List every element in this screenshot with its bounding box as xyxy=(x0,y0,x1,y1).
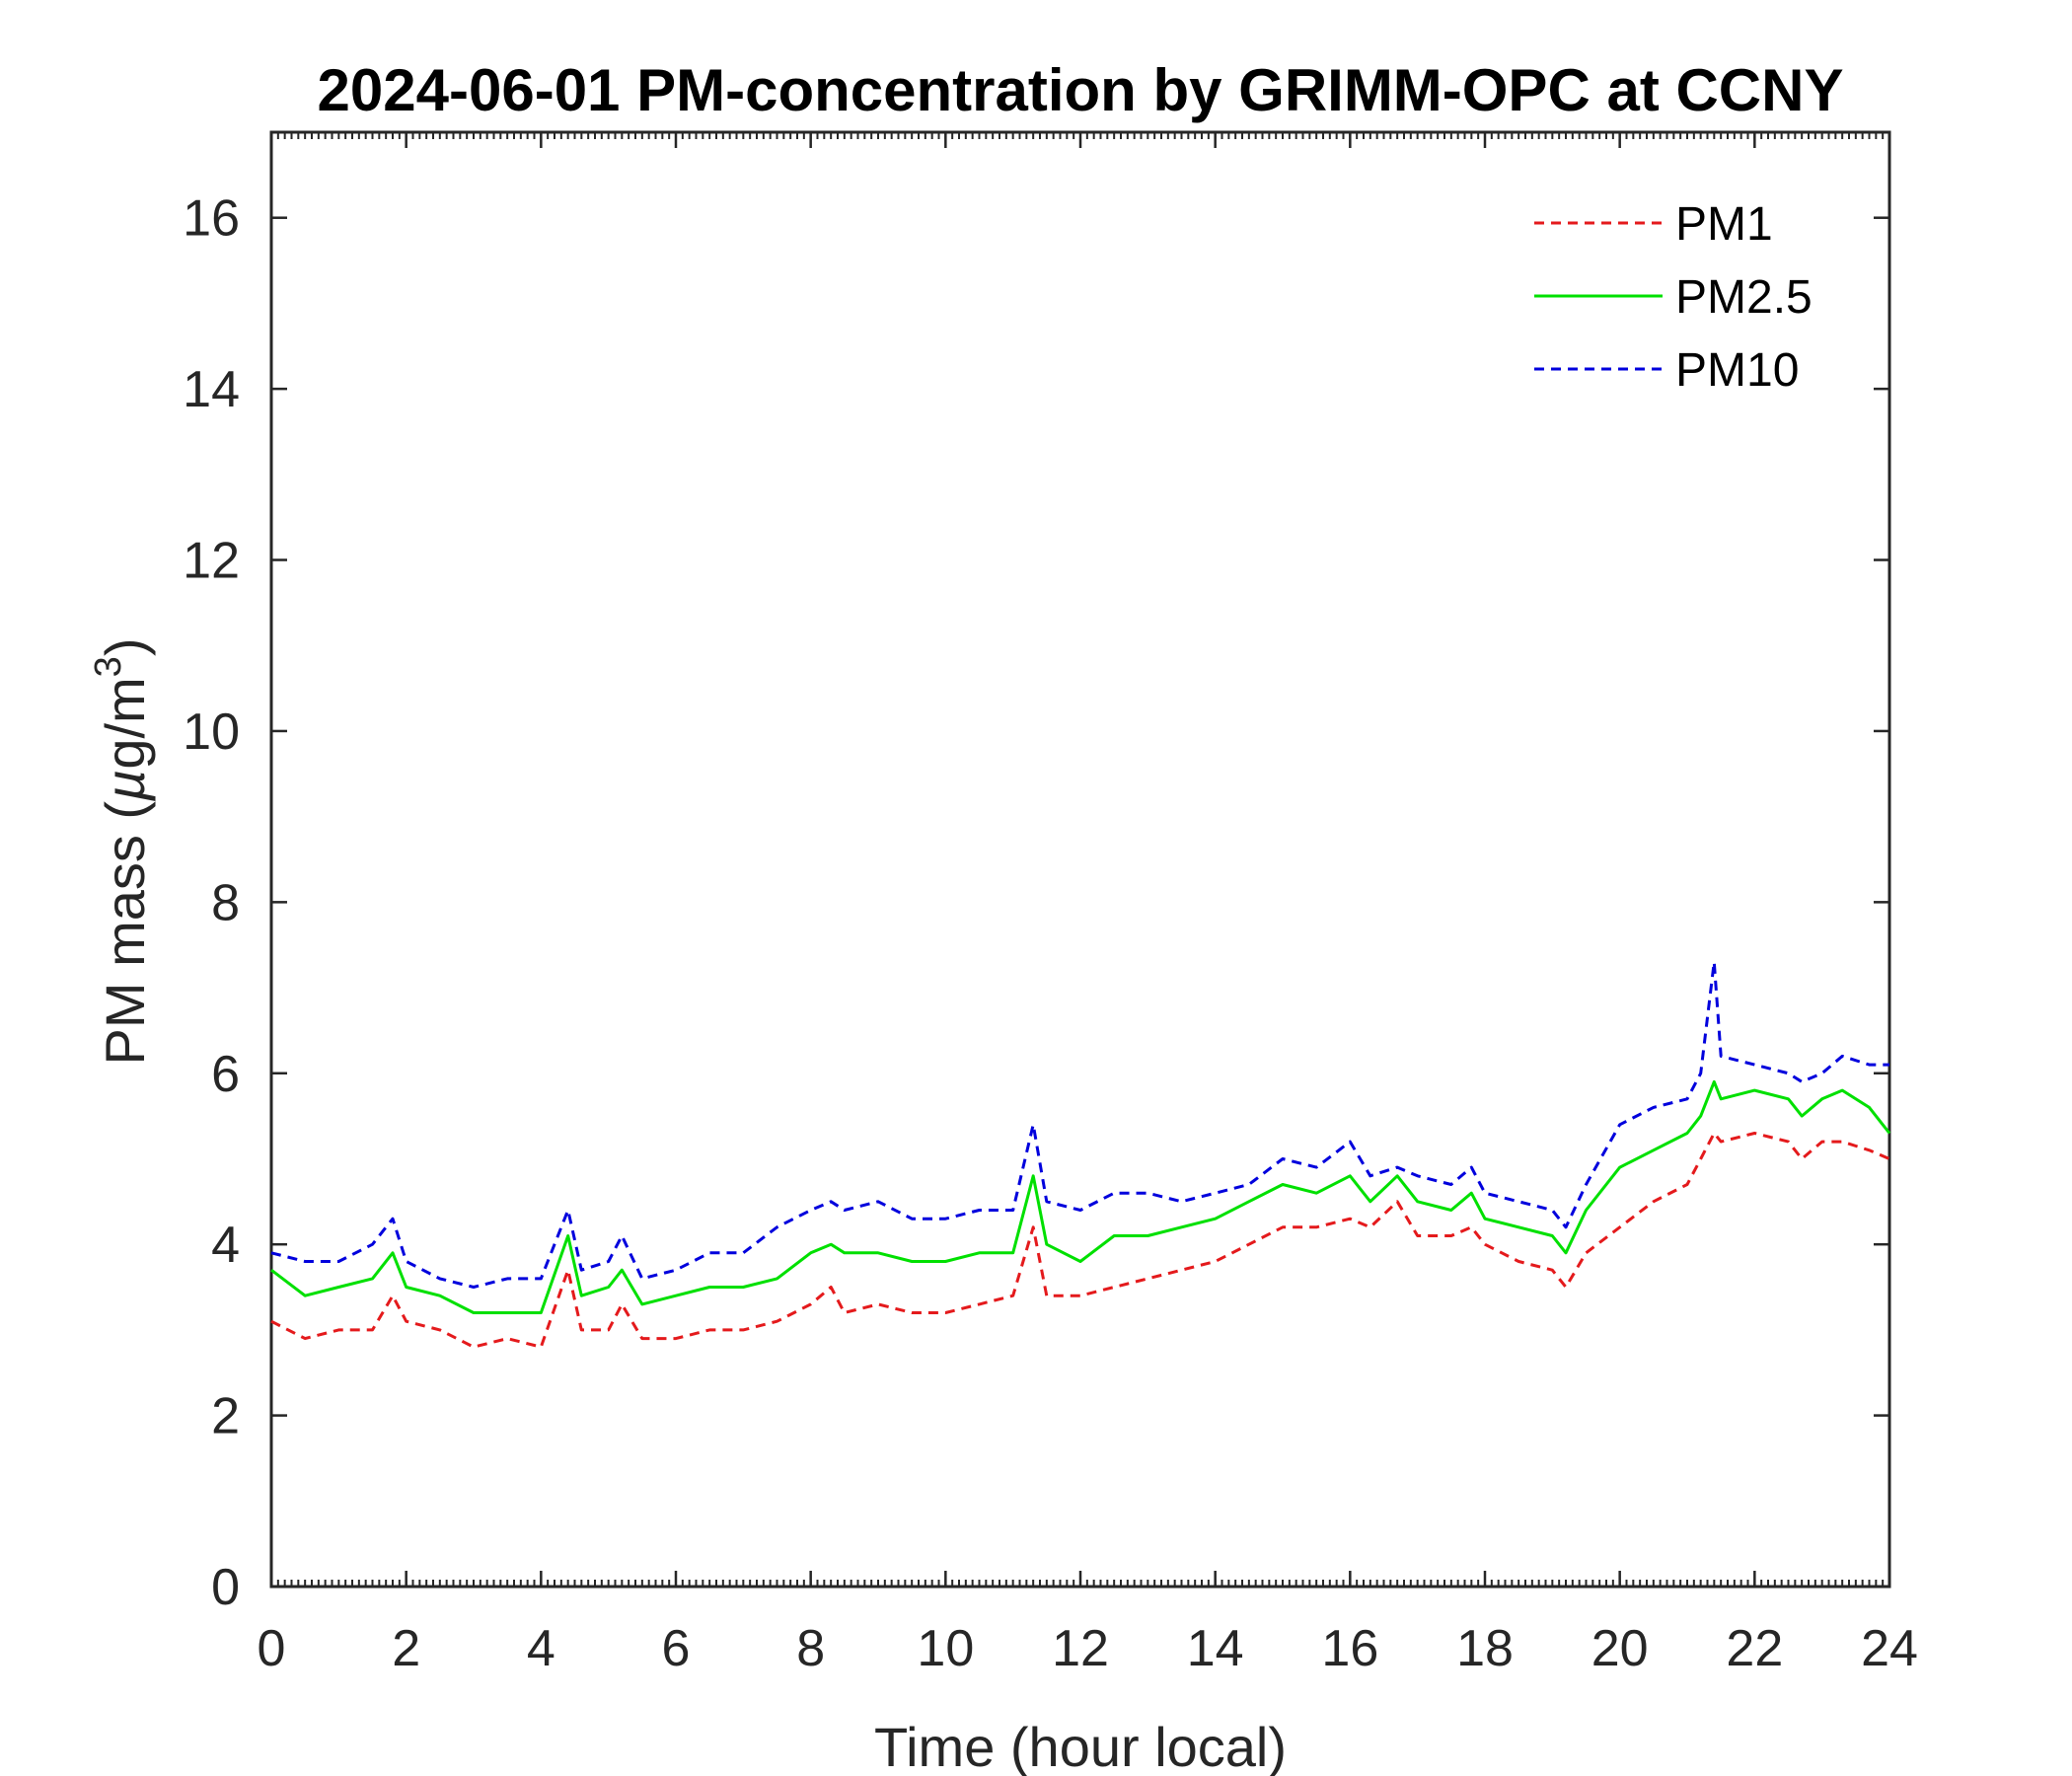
y-axis-label-part: PM mass ( xyxy=(94,801,156,1066)
legend: PM1 PM2.5 PM10 xyxy=(1534,198,1813,397)
x-tick-label: 4 xyxy=(527,1620,555,1677)
y-tick-label: 2 xyxy=(211,1388,240,1445)
y-tick-label: 16 xyxy=(183,190,240,248)
chart-title: 2024-06-01 PM-concentration by GRIMM-OPC… xyxy=(318,57,1844,123)
x-tick-label: 2 xyxy=(392,1620,420,1677)
legend-label: PM10 xyxy=(1675,344,1799,397)
x-tick-label: 24 xyxy=(1861,1620,1918,1677)
x-tick-label: 22 xyxy=(1726,1620,1783,1677)
x-tick-label: 10 xyxy=(917,1620,974,1677)
y-tick-label: 10 xyxy=(183,703,240,761)
x-tick-label: 14 xyxy=(1187,1620,1244,1677)
x-tick-label: 12 xyxy=(1052,1620,1109,1677)
minor-ticks xyxy=(270,132,1890,1587)
x-tick-label: 18 xyxy=(1456,1620,1514,1677)
y-tick-label: 4 xyxy=(211,1217,240,1274)
y-tick-label: 12 xyxy=(183,533,240,590)
x-axis-label: Time (hour local) xyxy=(874,1716,1287,1776)
y-axis-label-mu: µ xyxy=(94,770,156,802)
y-tick-label: 14 xyxy=(183,361,240,418)
plot-area xyxy=(269,130,1891,1589)
x-tick-label: 8 xyxy=(796,1620,825,1677)
legend-label: PM1 xyxy=(1675,198,1773,251)
series-line-pm1 xyxy=(270,1132,1890,1349)
y-tick-label: 8 xyxy=(211,874,240,931)
series-line-pm25 xyxy=(270,1079,1891,1314)
y-axis-label-part: g/m xyxy=(94,677,156,769)
x-tick-label: 16 xyxy=(1321,1620,1378,1677)
legend-label: PM2.5 xyxy=(1675,271,1813,324)
y-tick-label: 6 xyxy=(211,1046,240,1103)
y-axis-label-part: ) xyxy=(94,638,156,657)
y-axis-label: PM mass (µg/m3) xyxy=(88,638,156,1066)
y-tick-labels: 0 2 4 6 8 10 12 14 16 xyxy=(183,190,240,1616)
y-tick-label: 0 xyxy=(211,1559,240,1616)
major-ticks xyxy=(269,132,1891,1589)
series-layer xyxy=(270,960,1891,1349)
series-line-pm10 xyxy=(270,960,1889,1289)
x-tick-labels: 0 2 4 6 8 10 12 14 16 18 20 22 24 xyxy=(258,1620,1918,1677)
x-tick-label: 20 xyxy=(1591,1620,1649,1677)
x-tick-label: 6 xyxy=(662,1620,691,1677)
x-tick-label: 0 xyxy=(258,1620,286,1677)
y-axis-label-superscript: 3 xyxy=(88,656,129,677)
